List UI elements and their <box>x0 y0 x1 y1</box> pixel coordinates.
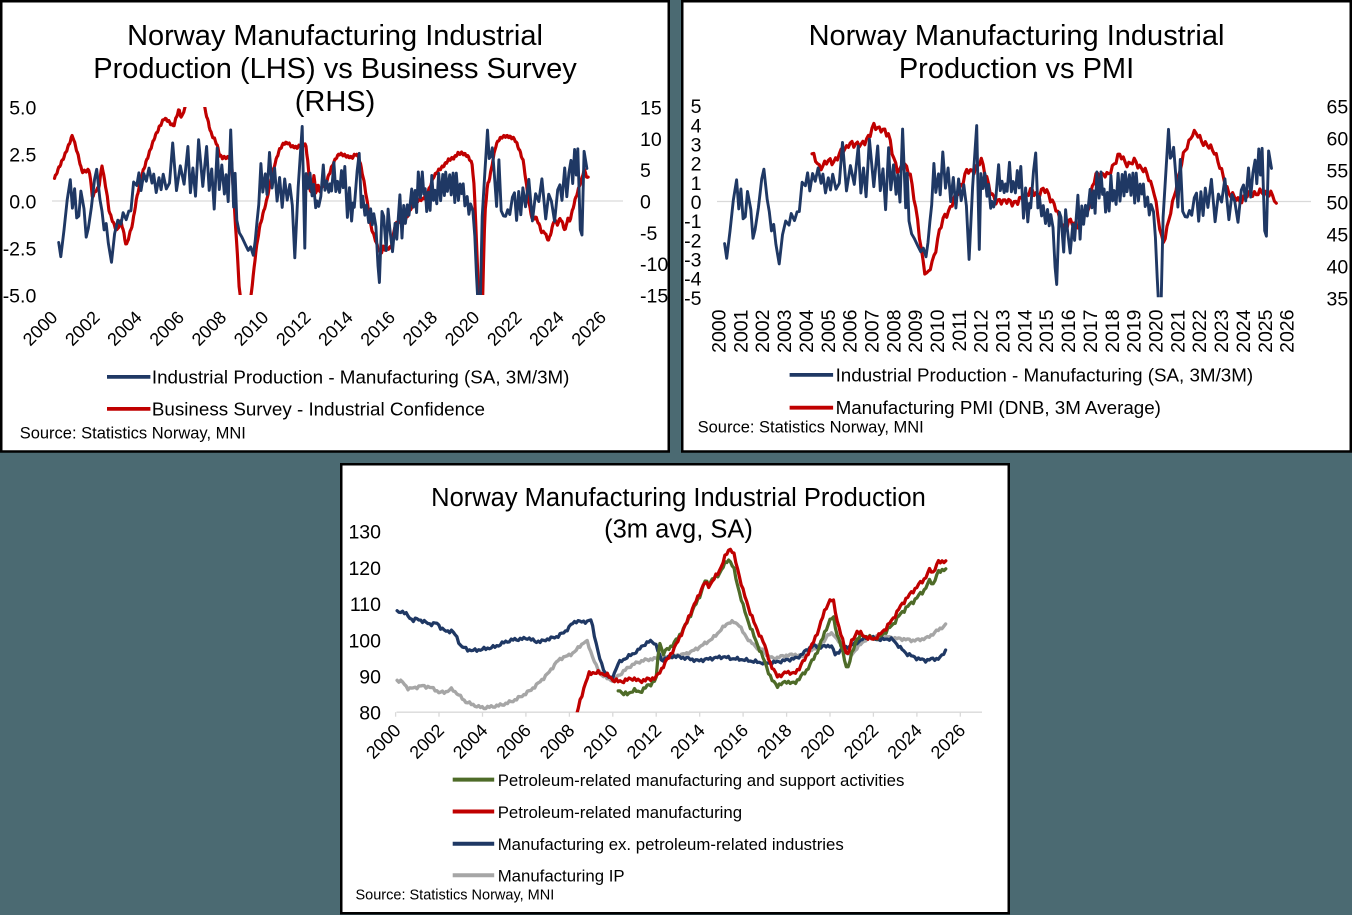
svg-text:2009: 2009 <box>905 310 927 353</box>
svg-text:Industrial Production - Manufa: Industrial Production - Manufacturing (S… <box>152 366 570 387</box>
svg-text:-5.0: -5.0 <box>3 286 37 308</box>
svg-text:50: 50 <box>1327 192 1349 214</box>
svg-text:2023: 2023 <box>1211 310 1233 353</box>
svg-text:Norway Manufacturing Industria: Norway Manufacturing Industrial <box>127 20 543 52</box>
svg-text:0: 0 <box>691 192 702 214</box>
svg-text:2002: 2002 <box>752 310 774 353</box>
svg-text:2022: 2022 <box>1189 310 1211 353</box>
svg-text:90: 90 <box>359 667 381 689</box>
svg-text:Manufacturing PMI (DNB, 3M Ave: Manufacturing PMI (DNB, 3M Average) <box>836 397 1161 418</box>
svg-text:-2.5: -2.5 <box>3 239 37 261</box>
svg-text:Industrial Production - Manufa: Industrial Production - Manufacturing (S… <box>836 364 1254 385</box>
svg-text:-5: -5 <box>684 288 701 310</box>
svg-text:5.0: 5.0 <box>9 98 36 120</box>
svg-text:10: 10 <box>640 129 662 151</box>
svg-text:Source: Statistics Norway, MNI: Source: Statistics Norway, MNI <box>20 425 246 443</box>
svg-text:Source: Statistics Norway, MNI: Source: Statistics Norway, MNI <box>356 888 555 904</box>
svg-text:2024: 2024 <box>1233 309 1255 353</box>
svg-text:2000: 2000 <box>709 309 731 353</box>
svg-text:60: 60 <box>1327 128 1349 150</box>
svg-text:5: 5 <box>691 96 702 118</box>
svg-text:2001: 2001 <box>730 310 752 353</box>
svg-text:2010: 2010 <box>927 309 949 353</box>
svg-text:4: 4 <box>691 115 702 137</box>
svg-text:-10: -10 <box>640 254 668 276</box>
svg-text:0: 0 <box>640 192 651 214</box>
svg-text:2016: 2016 <box>1058 310 1080 353</box>
svg-text:2.5: 2.5 <box>9 145 36 167</box>
svg-text:-5: -5 <box>640 223 657 245</box>
svg-text:Manufacturing ex. petroleum-re: Manufacturing ex. petroleum-related indu… <box>498 835 844 854</box>
svg-text:2021: 2021 <box>1167 310 1189 353</box>
svg-text:Petroleum-related manufacturin: Petroleum-related manufacturing and supp… <box>498 771 905 790</box>
svg-text:Norway Manufacturing Industria: Norway Manufacturing Industrial <box>809 20 1225 52</box>
svg-text:Norway Manufacturing Industria: Norway Manufacturing Industrial Producti… <box>431 484 926 512</box>
svg-text:5: 5 <box>640 160 651 182</box>
svg-text:2015: 2015 <box>1036 309 1058 353</box>
svg-text:2026: 2026 <box>1277 310 1299 353</box>
svg-text:110: 110 <box>350 594 381 616</box>
svg-text:15: 15 <box>640 98 662 120</box>
svg-text:2007: 2007 <box>862 310 884 353</box>
svg-text:Production (LHS) vs Business S: Production (LHS) vs Business Survey <box>93 53 577 85</box>
svg-text:2012: 2012 <box>971 310 993 353</box>
svg-text:2011: 2011 <box>949 310 971 352</box>
svg-text:35: 35 <box>1327 288 1349 310</box>
svg-text:2006: 2006 <box>840 310 862 353</box>
svg-text:2004: 2004 <box>796 309 818 353</box>
svg-text:-4: -4 <box>684 269 701 291</box>
svg-text:45: 45 <box>1327 224 1349 246</box>
svg-text:2: 2 <box>691 154 702 176</box>
svg-text:80: 80 <box>359 703 381 725</box>
svg-text:2025: 2025 <box>1255 309 1277 353</box>
svg-text:130: 130 <box>348 522 381 544</box>
svg-text:2014: 2014 <box>1014 309 1036 353</box>
svg-text:Business Survey - Industrial C: Business Survey - Industrial Confidence <box>152 398 485 419</box>
svg-text:2020: 2020 <box>1146 309 1168 353</box>
svg-text:2008: 2008 <box>883 310 905 353</box>
svg-text:1: 1 <box>691 173 702 195</box>
svg-text:2017: 2017 <box>1080 310 1102 353</box>
svg-text:65: 65 <box>1327 96 1349 118</box>
svg-text:Manufacturing IP: Manufacturing IP <box>498 867 625 886</box>
svg-text:-2: -2 <box>684 230 701 252</box>
svg-text:2018: 2018 <box>1102 310 1124 353</box>
svg-text:40: 40 <box>1327 256 1349 278</box>
svg-text:100: 100 <box>348 630 381 652</box>
svg-text:0.0: 0.0 <box>9 192 36 214</box>
svg-text:2019: 2019 <box>1124 310 1146 353</box>
svg-text:2013: 2013 <box>993 310 1015 353</box>
svg-text:-3: -3 <box>684 249 701 271</box>
svg-text:(3m avg, SA): (3m avg, SA) <box>604 516 753 544</box>
svg-text:120: 120 <box>348 558 381 580</box>
svg-text:Petroleum-related manufacturin: Petroleum-related manufacturing <box>498 803 742 822</box>
svg-text:3: 3 <box>691 135 702 157</box>
svg-text:2005: 2005 <box>818 309 840 353</box>
svg-text:-15: -15 <box>640 286 668 308</box>
svg-text:-1: -1 <box>684 211 701 233</box>
svg-text:55: 55 <box>1327 160 1349 182</box>
svg-text:(RHS): (RHS) <box>295 86 376 118</box>
svg-text:2003: 2003 <box>774 310 796 353</box>
svg-text:Source: Statistics Norway, MNI: Source: Statistics Norway, MNI <box>698 419 924 437</box>
svg-text:Production vs PMI: Production vs PMI <box>899 53 1134 85</box>
